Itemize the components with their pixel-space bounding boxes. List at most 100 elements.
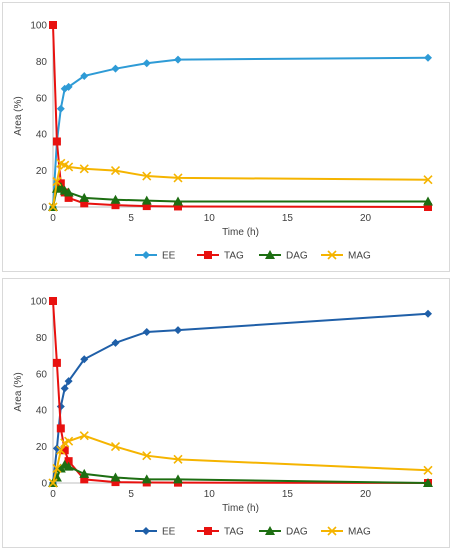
chart-panel-top: 0 20 40 60 80 100 0 5 10 15 20 Time (h) Area (%) EE TA… <box>2 2 450 272</box>
chart-1-series-mag <box>48 158 433 212</box>
chart-1-legend-label: TAG <box>224 251 244 262</box>
chart-1-series-ee <box>49 53 432 211</box>
chart-2-x-tick-label: 20 <box>360 489 372 500</box>
chart-2-y-tick-label: 60 <box>36 369 48 380</box>
chart-1-x-tick-label: 15 <box>282 213 294 224</box>
chart-1-ee-point <box>424 53 432 62</box>
chart-1-mag-point <box>48 202 58 212</box>
chart-1-legend-item-ee: EE <box>135 251 176 262</box>
chart-2-ee-point <box>80 355 89 364</box>
chart-1-ee-point <box>174 55 182 64</box>
chart-2-x-tick-label: 0 <box>50 489 56 500</box>
chart-2-dag-point <box>173 474 183 484</box>
chart-1-y-tick-label: 20 <box>36 166 48 177</box>
chart-2-legend-label: TAG <box>224 527 244 538</box>
chart-2-ee-point <box>56 402 65 411</box>
chart-2-mag-point <box>142 451 152 461</box>
chart-2-y-tick-label: 100 <box>30 297 47 308</box>
chart-2-legend-label: DAG <box>286 527 308 538</box>
chart-2-tag-point <box>52 358 61 367</box>
chart-1-legend-item-mag: MAG <box>321 250 371 262</box>
chart-1-y-tick-label: 100 <box>30 21 47 32</box>
chart-1-legend-marker <box>265 250 275 259</box>
chart-2-mag-point <box>64 436 74 446</box>
chart-1-y-tick-label: 0 <box>41 203 47 214</box>
chart-2-mag-point <box>52 463 62 474</box>
chart-2-mag-point <box>173 454 183 464</box>
line-chart-bottom: 0 20 40 60 80 100 0 5 10 15 20 Time (h) Area (%) EE TA… <box>13 297 433 538</box>
chart-2-legend-label: MAG <box>348 527 371 538</box>
chart-1-mag-point <box>64 162 74 172</box>
chart-2-dag-point <box>141 474 152 484</box>
chart-2-mag-point <box>56 445 66 455</box>
chart-2-tag-line <box>52 300 429 484</box>
chart-1-y-axis-title: Area (%) <box>13 96 24 135</box>
chart-2-x-tick-label: 10 <box>204 489 216 500</box>
chart-2-mag-point <box>48 478 58 488</box>
chart-1-mag-line <box>52 161 429 208</box>
chart-2-tag-point <box>111 478 120 487</box>
chart-1-mag-point <box>142 171 152 181</box>
chart-2-legend-marker <box>265 526 275 535</box>
chart-1-ee-point <box>80 71 89 80</box>
chart-1-tag-point <box>111 201 120 210</box>
chart-1-x-tick-label: 10 <box>204 213 216 224</box>
chart-2-mag-point <box>110 442 121 452</box>
chart-2-y-axis-title: Area (%) <box>13 372 24 411</box>
chart-2-legend-item-dag: DAG <box>259 526 308 538</box>
chart-2-series-ee <box>49 309 432 487</box>
chart-2-y-tick-label: 80 <box>36 333 48 344</box>
chart-1-legend-item-tag: TAG <box>197 251 244 262</box>
chart-2-x-tick-label: 15 <box>282 489 294 500</box>
chart-2-tag-point <box>56 424 65 433</box>
chart-1-dag-point <box>79 192 90 202</box>
chart-1-mag-point <box>79 164 89 174</box>
chart-1-dag-point <box>63 187 74 197</box>
chart-2-y-tick-label: 20 <box>36 442 48 453</box>
chart-2-y-tick-label: 0 <box>41 479 47 490</box>
chart-2-dag-point <box>110 472 121 482</box>
chart-1-dag-point <box>173 196 183 206</box>
chart-1-mag-point <box>110 166 121 176</box>
chart-1-dag-point <box>110 194 121 204</box>
chart-1-ee-point <box>56 104 65 113</box>
chart-2-ee-point <box>64 377 73 386</box>
chart-2-dag-line <box>52 463 429 484</box>
chart-1-ee-point <box>142 59 151 68</box>
chart-2-dag-point <box>63 461 74 471</box>
chart-2-ee-point <box>174 326 182 335</box>
chart-1-tag-point <box>174 202 182 211</box>
chart-2-legend-item-tag: TAG <box>197 527 244 538</box>
chart-1-x-tick-label: 5 <box>128 213 134 224</box>
chart-2-ee-point <box>60 384 69 393</box>
chart-1-dag-point <box>141 195 152 205</box>
chart-1-mag-point <box>423 175 433 185</box>
chart-2-legend-item-mag: MAG <box>321 526 371 538</box>
chart-panel-bottom: 0 20 40 60 80 100 0 5 10 15 20 Time (h) Area (%) EE TA… <box>2 278 450 548</box>
chart-2-mag-point <box>79 431 89 441</box>
chart-1-tag-point <box>424 203 432 211</box>
chart-2-series-mag <box>48 431 433 488</box>
chart-1-legend-marker <box>142 251 150 259</box>
chart-1-legend-marker <box>204 251 212 259</box>
chart-2-dag-point <box>423 478 433 487</box>
chart-1-mag-point <box>52 176 62 187</box>
chart-1-dag-point <box>423 196 433 206</box>
chart-2-mag-line <box>52 434 429 484</box>
chart-1-legend: EE TAG DAG MAG <box>135 250 371 262</box>
chart-1-tag-point <box>64 193 73 202</box>
chart-2-ee-point <box>424 309 432 318</box>
chart-1-x-tick-label: 0 <box>50 213 56 224</box>
chart-2-tag-point <box>64 457 73 466</box>
chart-2-x-tick-label: 5 <box>128 489 134 500</box>
chart-1-series-dag <box>48 181 433 211</box>
chart-2-legend-marker <box>204 527 212 535</box>
chart-1-series-tag <box>49 21 432 211</box>
line-chart-top: 0 20 40 60 80 100 0 5 10 15 20 Time (h) Area (%) EE TA… <box>13 21 433 262</box>
chart-2-ee-line <box>52 312 429 484</box>
chart-2-ee-point <box>142 327 151 336</box>
chart-2-legend-label: EE <box>162 527 176 538</box>
chart-1-tag-point <box>52 137 61 146</box>
chart-2-dag-point <box>79 468 90 478</box>
chart-2-tag-point <box>49 297 57 305</box>
